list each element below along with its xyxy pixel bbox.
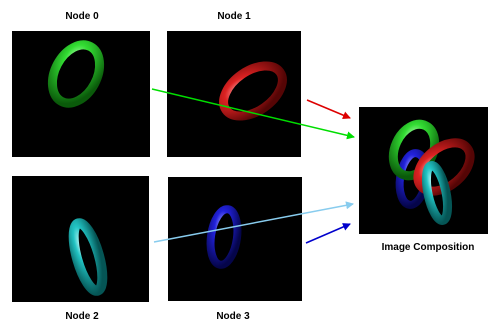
- node-3-panel: [168, 177, 302, 301]
- node-0-panel: [12, 31, 150, 157]
- node-1-panel: [167, 31, 301, 157]
- node-2-to-composition-arrow: [153, 201, 354, 243]
- node-0-label: Node 0: [65, 11, 99, 22]
- node-3-label: Node 3: [216, 311, 250, 322]
- node-1-label: Node 1: [217, 11, 251, 22]
- composite-cyan-torus: [421, 161, 453, 225]
- node-0-to-composition-arrow: [151, 88, 355, 140]
- cyan-torus: [68, 218, 108, 296]
- node-2-label: Node 2: [65, 311, 99, 322]
- green-torus: [47, 40, 105, 108]
- node-1-to-composition-arrow: [306, 99, 351, 119]
- composition-panel: [359, 107, 488, 234]
- node-2-panel: [12, 176, 149, 302]
- red-torus: [219, 61, 287, 121]
- composite-red-torus: [413, 138, 475, 196]
- blue-torus: [206, 205, 242, 269]
- composition-label: Image Composition: [381, 242, 475, 253]
- node-3-to-composition-arrow: [305, 223, 351, 244]
- composited-rings: [388, 119, 475, 225]
